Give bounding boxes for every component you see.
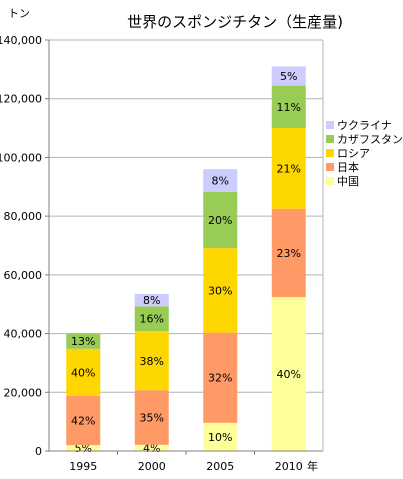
bar-segment (203, 169, 238, 192)
legend-swatch (326, 177, 334, 185)
bar-segment (134, 293, 169, 307)
segment-percent-label: 10% (208, 431, 232, 444)
bar-segment (203, 422, 238, 451)
x-axis-unit: 年 (307, 459, 318, 473)
y-tick-label: 60,000 (4, 269, 43, 282)
y-axis-ticks: 0 20,000 40,000 60,000 80,000 100,000 120,000 1… (0, 34, 49, 458)
bar-segment (203, 248, 238, 333)
bar-segment (134, 331, 169, 391)
segment-percent-label: 40% (71, 366, 95, 379)
legend-swatch (326, 149, 334, 157)
bar-segment (203, 332, 238, 423)
axes (48, 40, 324, 452)
legend-swatch (326, 163, 334, 171)
bar-segment (66, 395, 101, 446)
segment-percent-label: 16% (140, 313, 164, 326)
bar-segment (66, 348, 101, 396)
bar-segment (271, 297, 306, 451)
bar-segment (66, 333, 101, 349)
segment-percent-label: 8% (143, 294, 160, 307)
x-axis-ticks: 1995 2000 2005 2010 (69, 451, 303, 473)
bar-segment (134, 390, 169, 445)
y-axis-unit: トン (8, 7, 30, 20)
y-tick-label: 120,000 (0, 93, 42, 106)
bar-segment (134, 444, 169, 451)
bar-segment (66, 445, 101, 451)
legend-label: ウクライナ (337, 119, 392, 132)
segment-percent-label: 30% (208, 284, 232, 297)
x-tick-label: 2000 (138, 460, 166, 473)
y-tick-label: 80,000 (4, 210, 43, 223)
x-tick-label: 1995 (69, 460, 97, 473)
segment-percent-label: 20% (208, 214, 232, 227)
y-tick-label: 0 (35, 445, 42, 458)
bar-segment (271, 66, 306, 86)
y-tick-label: 40,000 (4, 328, 43, 341)
segment-percent-label: 13% (71, 335, 95, 348)
legend-swatch (326, 135, 334, 143)
legend-swatch (326, 121, 334, 129)
x-tick-label: 2005 (206, 460, 234, 473)
legend-label: ロシア (337, 147, 370, 160)
segment-percent-label: 4% (143, 442, 160, 455)
segment-percent-label: 5% (280, 70, 297, 83)
legend-label: 中国 (337, 175, 359, 188)
segment-percent-label: 21% (277, 162, 301, 175)
chart-title: 世界のスポンジチタン（生産量) (127, 13, 343, 31)
segment-percent-label: 11% (277, 101, 301, 114)
x-tick-label: 2010 (275, 460, 303, 473)
bar-segment (271, 208, 306, 298)
y-tick-label: 20,000 (4, 386, 43, 399)
bar-segment (134, 306, 169, 332)
segment-percent-label: 5% (75, 442, 92, 455)
segment-percent-label: 23% (277, 247, 301, 260)
segment-percent-label: 8% (212, 174, 229, 187)
bar-segment (271, 85, 306, 128)
segment-percent-label: 38% (140, 355, 164, 368)
segment-percent-label: 32% (208, 372, 232, 385)
segment-percent-label: 35% (140, 412, 164, 425)
segment-percent-label: 40% (277, 368, 301, 381)
y-tick-label: 100,000 (0, 151, 42, 164)
segment-percent-label: 42% (71, 414, 95, 427)
y-tick-label: 140,000 (0, 34, 42, 47)
bar-segment (271, 127, 306, 209)
stacked-bars: 5% 42% 40% 13% 4% 35% 38% 16% 8% 10% 32% 30% 20% 8% 40… (66, 66, 306, 455)
bar-segment (203, 191, 238, 249)
legend-label: カザフスタン (337, 133, 403, 146)
legend-label: 日本 (337, 160, 359, 174)
